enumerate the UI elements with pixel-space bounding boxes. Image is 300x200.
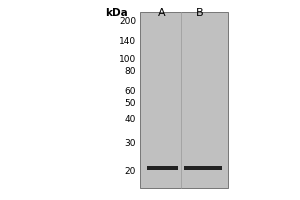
Bar xyxy=(184,166,222,170)
Text: 30: 30 xyxy=(124,138,136,148)
Text: A: A xyxy=(158,8,166,18)
Text: 60: 60 xyxy=(124,88,136,97)
Text: 140: 140 xyxy=(119,38,136,46)
Text: 100: 100 xyxy=(119,55,136,64)
Text: 40: 40 xyxy=(124,114,136,123)
Text: B: B xyxy=(196,8,204,18)
Text: 50: 50 xyxy=(124,99,136,108)
Bar xyxy=(147,166,178,170)
Bar xyxy=(140,12,228,188)
Text: 20: 20 xyxy=(124,168,136,176)
Text: 80: 80 xyxy=(124,68,136,76)
Text: kDa: kDa xyxy=(105,8,128,18)
Text: 200: 200 xyxy=(119,18,136,26)
